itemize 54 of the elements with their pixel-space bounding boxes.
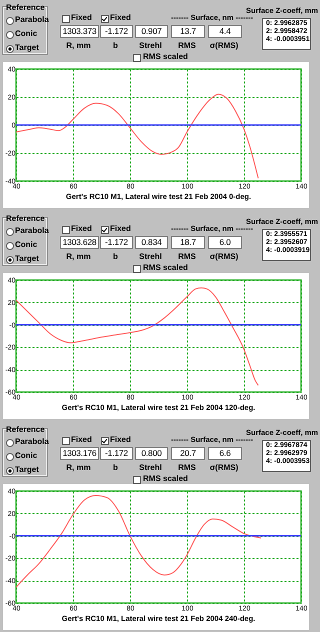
text: RMS [177,463,197,473]
text: RMS [177,41,197,51]
text: Fixed [110,435,131,445]
text: R, mm [65,41,92,51]
text: Conic [15,451,38,461]
text: -1.172 [100,25,133,38]
text: b [112,463,119,473]
text: σ(RMS) [208,252,240,262]
text: 0.834 [135,236,168,249]
text: 18.7 [171,236,205,249]
text: Strehl [138,463,163,473]
text: Parabola [15,226,49,236]
text: σ(RMS) [208,41,240,51]
text: Target [15,465,39,475]
text: 20.7 [171,447,205,460]
text: 13.7 [171,25,205,38]
text: Fixed [110,224,131,234]
text: Reference [6,425,45,435]
text: Target [15,254,39,264]
text: -1.172 [100,236,133,249]
text: 6.0 [208,236,242,249]
text: -1.172 [100,447,133,460]
text: Parabola [15,437,49,447]
text: 1303.628 [60,236,99,249]
text: Conic [15,29,38,39]
text: RMS [177,252,197,262]
text: Fixed [71,13,92,23]
text: Strehl [138,41,163,51]
text: R, mm [65,463,92,473]
text: 0.800 [135,447,168,460]
line-series [16,494,262,588]
text: 6.6 [208,447,242,460]
text: 1303.373 [60,25,99,38]
text: RMS scaled [143,474,188,484]
text: Reference [6,214,45,224]
text: Fixed [71,435,92,445]
text: Parabola [15,15,49,25]
line-series [16,287,259,386]
text: 1303.176 [60,447,99,460]
text: RMS scaled [143,263,188,273]
text: b [112,252,119,262]
text: σ(RMS) [208,463,240,473]
text: Conic [15,240,38,250]
text: 4.4 [208,25,242,38]
line-series [16,94,259,179]
text: Reference [6,3,45,13]
text: 0.907 [135,25,168,38]
text: Fixed [110,13,131,23]
text: Target [15,43,39,53]
text: Fixed [71,224,92,234]
text: R, mm [65,252,92,262]
text: b [112,41,119,51]
text: Strehl [138,252,163,262]
text: RMS scaled [143,52,188,62]
